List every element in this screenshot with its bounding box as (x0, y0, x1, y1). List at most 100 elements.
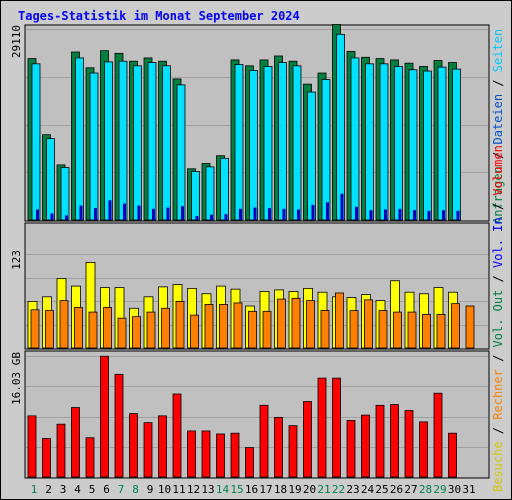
bar-pages-day-3 (65, 215, 68, 220)
panel-requests: 29110 (10, 24, 490, 222)
bar-volume-day-12 (187, 430, 196, 478)
bar-files-day-8 (133, 65, 142, 221)
day-label-29: 29 (433, 483, 446, 496)
day-label-2: 2 (45, 483, 52, 496)
bar-volume-day-5 (85, 437, 95, 478)
bar-volume-day-16 (245, 447, 254, 478)
bar-volume-day-6 (100, 355, 109, 478)
bar-sites-day-15 (233, 302, 243, 349)
legend-part-3: / (491, 72, 505, 94)
bar-volume-day-11 (172, 393, 182, 478)
chart-title: Tages-Statistik im Monat September 2024 (18, 9, 300, 23)
day-label-17: 17 (259, 483, 272, 496)
legend-part-0: Besuche (491, 441, 505, 492)
day-label-9: 9 (147, 483, 154, 496)
bar-volume-day-3 (56, 423, 66, 478)
bar-volume-day-4 (71, 407, 80, 478)
bar-files-day-16 (249, 70, 258, 221)
day-label-21: 21 (317, 483, 330, 496)
legend-part-1: / (491, 145, 505, 167)
bar-files-day-30 (452, 68, 461, 221)
bar-pages-day-5 (94, 208, 97, 220)
bar-sites-day-4 (74, 307, 83, 349)
bar-sites-day-29 (436, 313, 446, 349)
bar-files-day-14 (220, 157, 229, 221)
bar-sites-day-6 (103, 307, 112, 349)
bar-pages-day-20 (311, 204, 315, 220)
bar-pages-day-25 (384, 209, 387, 220)
day-label-5: 5 (89, 483, 96, 496)
bar-volume-day-18 (274, 416, 283, 478)
bar-pages-day-16 (253, 207, 257, 220)
bar-pages-day-18 (282, 208, 286, 220)
bar-volume-day-1 (27, 415, 37, 478)
bar-pages-day-7 (123, 203, 126, 220)
bar-sites-day-12 (190, 314, 199, 349)
bar-volume-day-21 (317, 377, 327, 478)
day-label-26: 26 (390, 483, 403, 496)
bar-files-day-9 (147, 62, 157, 221)
day-label-3: 3 (60, 483, 67, 496)
bar-volume-day-9 (143, 422, 153, 478)
day-label-15: 15 (230, 483, 243, 496)
bar-volume-day-14 (216, 433, 225, 478)
bar-pages-day-26 (398, 208, 402, 220)
bar-files-day-20 (307, 91, 316, 221)
bar-files-day-25 (379, 63, 389, 221)
bar-volume-day-26 (390, 404, 399, 478)
bar-sites-day-5 (88, 311, 98, 349)
bar-files-day-11 (176, 84, 186, 221)
bar-pages-day-12 (195, 216, 199, 220)
legend-part-0: Anfragen (491, 166, 505, 224)
day-label-12: 12 (187, 483, 200, 496)
bar-sites-day-14 (219, 304, 228, 349)
bar-files-day-12 (191, 171, 200, 221)
bar-volume-day-15 (230, 432, 240, 478)
bar-pages-day-29 (442, 210, 445, 220)
bar-sites-day-21 (320, 310, 330, 349)
bar-files-day-13 (205, 166, 215, 221)
bar-files-day-5 (89, 72, 99, 221)
day-label-14: 14 (216, 483, 230, 496)
bar-files-day-6 (104, 61, 113, 221)
day-label-16: 16 (245, 483, 258, 496)
bar-pages-day-21 (326, 202, 329, 220)
bar-pages-day-2 (50, 213, 54, 220)
bar-files-day-23 (350, 57, 360, 221)
day-label-1: 1 (31, 483, 38, 496)
bar-sites-day-16 (248, 310, 257, 349)
day-label-25: 25 (375, 483, 388, 496)
bar-pages-day-28 (427, 210, 431, 220)
bar-volume-day-8 (129, 413, 138, 478)
bar-sites-day-1 (30, 309, 40, 349)
bar-files-day-2 (46, 138, 55, 221)
bar-pages-day-27 (413, 210, 416, 220)
bar-sites-day-26 (393, 311, 402, 349)
day-label-23: 23 (346, 483, 359, 496)
bar-sites-day-3 (59, 300, 69, 349)
bar-volume-day-27 (404, 410, 414, 478)
day-label-18: 18 (274, 483, 287, 496)
bar-pages-day-17 (268, 208, 271, 220)
bar-sites-day-24 (364, 299, 373, 349)
bar-files-day-27 (408, 69, 418, 221)
bar-pages-day-10 (166, 207, 170, 220)
panel-volume: 16.03 GB (10, 350, 490, 479)
bar-sites-day-25 (378, 310, 388, 349)
bar-volume-day-13 (201, 430, 211, 478)
bar-volume-day-20 (303, 401, 312, 478)
panel-requests-max-label: 29110 (10, 25, 23, 58)
bar-files-day-3 (60, 167, 70, 221)
day-label-19: 19 (288, 483, 301, 496)
bar-sites-day-30 (451, 303, 460, 349)
bar-sites-day-20 (306, 300, 315, 349)
bar-pages-day-13 (210, 214, 213, 220)
bar-files-day-29 (437, 66, 447, 221)
bar-volume-day-28 (419, 421, 428, 478)
bar-files-day-7 (118, 60, 128, 221)
bar-pages-day-19 (297, 209, 300, 220)
day-label-31: 31 (462, 483, 475, 496)
bar-sites-day-31 (465, 305, 475, 349)
bar-pages-day-22 (340, 193, 344, 220)
